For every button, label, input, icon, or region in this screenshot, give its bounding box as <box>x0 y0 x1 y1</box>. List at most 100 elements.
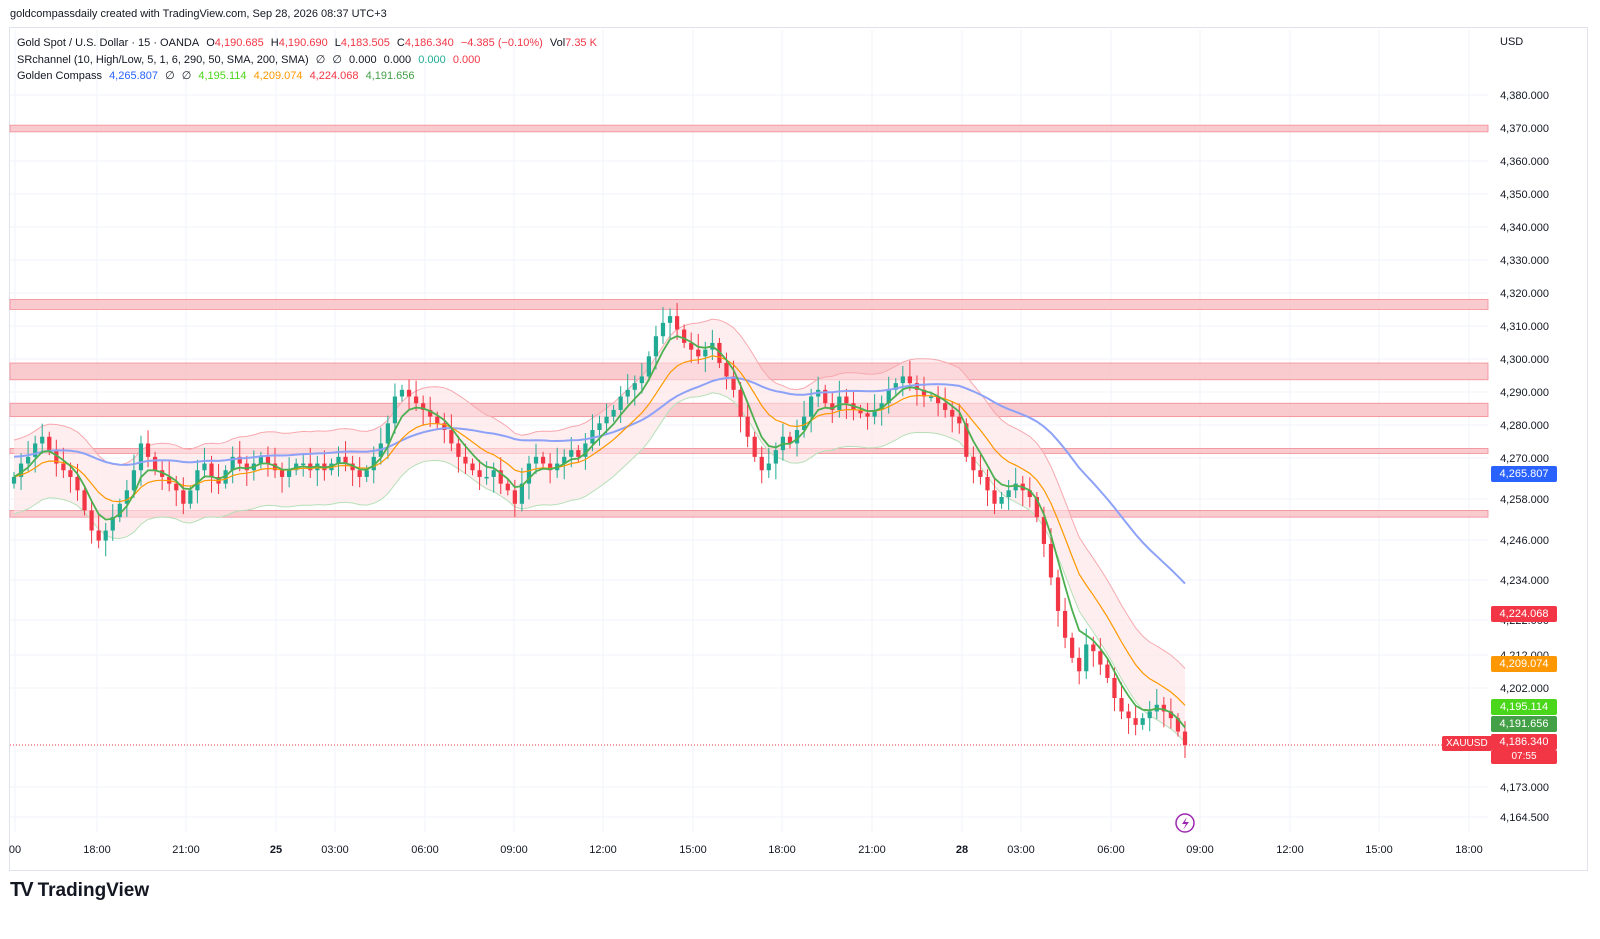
candle-body <box>653 336 659 357</box>
candle-body <box>258 456 264 464</box>
srchannel-v1: 0.000 <box>349 53 377 66</box>
x-tick-label: 09:00 <box>500 844 528 856</box>
legend-low-label: L <box>334 37 341 49</box>
candle-body <box>463 456 468 464</box>
indicator-bands <box>13 318 1186 743</box>
candle-body <box>604 416 609 424</box>
y-tick-label: 4,380.000 <box>1500 90 1549 102</box>
currency-label[interactable]: USD <box>1500 36 1524 48</box>
y-tick-label: 4,370.000 <box>1500 123 1549 135</box>
x-tick-label: 12:00 <box>1276 844 1304 856</box>
candle-body <box>484 476 489 479</box>
candle-body <box>978 470 983 477</box>
candle-body <box>230 456 235 471</box>
candle-body <box>935 396 941 404</box>
x-tick-label: 18:00 <box>83 844 111 856</box>
golden-v2: 4,195.114 <box>198 70 247 82</box>
candle-body <box>89 510 94 531</box>
legend-symbol[interactable]: Gold Spot / U.S. Dollar · 15 · OANDA <box>17 37 200 49</box>
candle-body <box>844 396 849 404</box>
candle-body <box>928 396 934 399</box>
candle-body <box>477 470 482 477</box>
golden-name[interactable]: Golden Compass <box>17 70 102 82</box>
y-tick-label: 4,234.000 <box>1500 575 1549 587</box>
candle-body <box>801 416 807 431</box>
candle-body <box>456 443 461 457</box>
sr-zone <box>9 510 1489 518</box>
candle-body <box>202 463 207 471</box>
sma200-line <box>13 376 1186 585</box>
candle-body <box>110 517 115 531</box>
candle-body <box>992 490 997 504</box>
legend-close-label: C <box>396 37 405 49</box>
candle-body <box>971 456 976 471</box>
candle-body <box>364 470 369 477</box>
srchannel-sym1: ∅ <box>315 53 326 66</box>
candle-body <box>435 416 440 424</box>
candle-body <box>773 450 778 464</box>
candle-body <box>618 396 623 410</box>
candle-body <box>893 383 898 390</box>
candle-body <box>540 456 546 464</box>
candle-body <box>583 443 588 457</box>
candle-body <box>1140 718 1145 725</box>
candle-body <box>1048 543 1054 578</box>
candle-body <box>103 530 108 541</box>
candle-body <box>61 463 66 471</box>
candle-body <box>209 463 214 477</box>
candle-body <box>301 463 306 466</box>
candle-body <box>674 316 680 330</box>
candle-body <box>47 436 52 451</box>
srchannel-v2: 0.000 <box>383 53 412 66</box>
candle-body <box>858 409 863 414</box>
candle-body <box>682 329 687 343</box>
candle-body <box>914 383 920 390</box>
x-tick-label: 15:00 <box>1365 844 1393 856</box>
candle-body <box>921 389 927 397</box>
indicator-lines <box>10 335 1488 746</box>
candle-body <box>343 456 348 464</box>
candle-body <box>787 436 793 444</box>
candle-body <box>1133 718 1138 725</box>
tv-logo-text: TradingView <box>37 879 150 901</box>
chart-frame <box>9 27 1588 871</box>
candle-body <box>505 483 510 491</box>
tradingview-logo[interactable]: TV TradingView <box>10 879 149 902</box>
candle-body <box>160 470 165 477</box>
sr-zone <box>9 298 1489 310</box>
candle-body <box>590 430 595 444</box>
sr-zone <box>9 448 1489 454</box>
x-tick-label: 25 <box>270 844 282 856</box>
legend-srchannel: SRchannel (10, High/Low, 5, 1, 6, 290, 5… <box>17 52 601 69</box>
candle-body <box>1175 718 1181 732</box>
candle-body <box>900 376 905 384</box>
candle-body <box>526 463 532 484</box>
legend-high-label: H <box>270 37 279 49</box>
candle-body <box>950 409 955 417</box>
golden-v5: 4,191.656 <box>365 70 415 82</box>
candle-body <box>244 463 249 471</box>
candle-body <box>406 389 412 397</box>
y-tick-label: 4,270.000 <box>1500 453 1549 465</box>
y-tick-label: 4,310.000 <box>1500 321 1549 333</box>
candle-body <box>689 342 694 350</box>
srchannel-name[interactable]: SRchannel (10, High/Low, 5, 1, 6, 290, 5… <box>17 53 309 66</box>
candle-body <box>830 403 835 410</box>
candle-body <box>1013 483 1018 491</box>
candle-body <box>96 530 101 541</box>
legend: Gold Spot / U.S. Dollar · 15 · OANDA O4,… <box>17 35 601 85</box>
legend-close: 4,186.340 <box>404 37 454 49</box>
candle-body <box>1034 497 1039 518</box>
candle-body <box>18 463 24 477</box>
x-tick-label: 12:00 <box>589 844 617 856</box>
candle-body <box>286 470 292 477</box>
legend-change: −4.385 (−0.10%) <box>460 37 543 49</box>
candle-body <box>703 349 708 357</box>
candle-body <box>371 456 376 471</box>
candle-body <box>1098 651 1103 665</box>
candle-body <box>449 430 454 444</box>
candle-body <box>491 470 496 477</box>
golden-v3: 4,209.074 <box>253 70 303 82</box>
x-tick-label: 15:00 <box>679 844 707 856</box>
